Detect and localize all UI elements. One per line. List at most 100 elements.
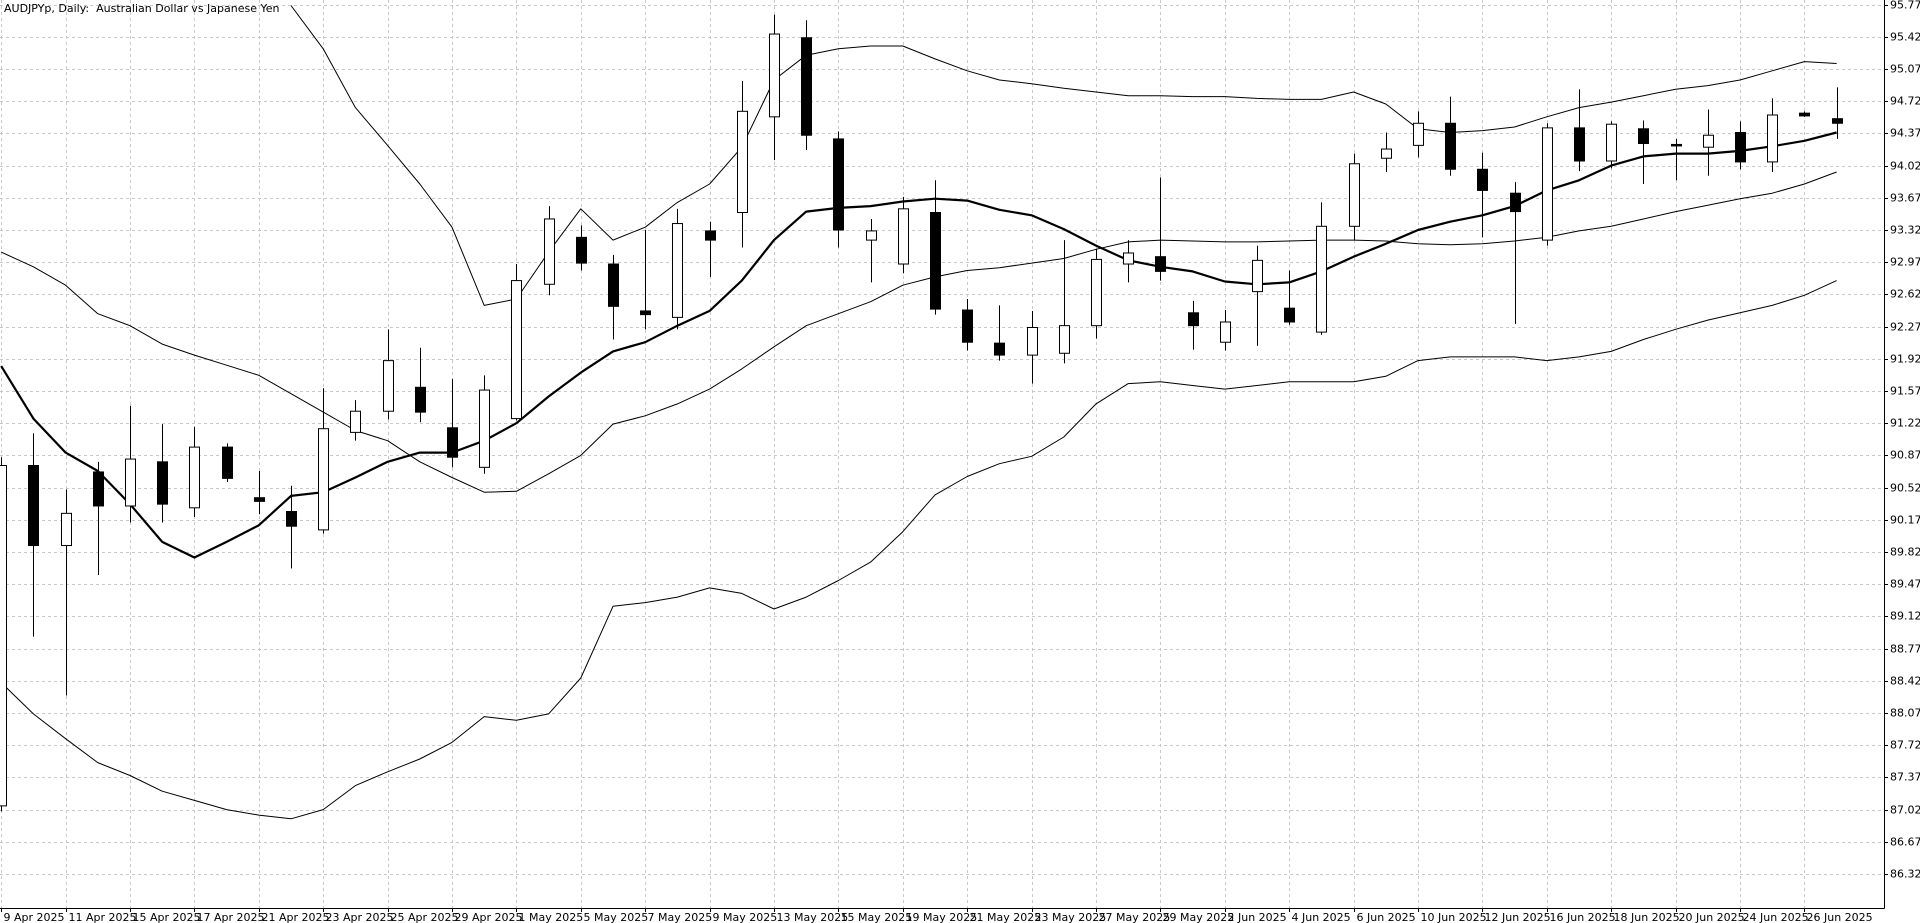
x-tick-label: 4 Jun 2025 — [1292, 911, 1351, 923]
candle-body — [737, 110, 748, 214]
y-tick-label: 86.670 — [1890, 836, 1920, 849]
candle-body — [672, 223, 683, 318]
grid — [0, 0, 1884, 908]
x-tick-label: 20 Jun 2025 — [1679, 911, 1745, 923]
x-tick-label: 2 Jun 2025 — [1228, 911, 1287, 923]
candle-body — [189, 446, 200, 509]
candle-body — [1477, 168, 1488, 191]
y-tick-label: 95.770 — [1890, 0, 1920, 12]
x-tick-label: 29 Apr 2025 — [455, 911, 523, 923]
y-tick-label: 93.320 — [1890, 224, 1920, 237]
candle-body — [415, 386, 426, 413]
x-tick-label: 21 Apr 2025 — [262, 911, 330, 923]
candle-body — [576, 236, 587, 264]
y-tick-label: 87.720 — [1890, 739, 1920, 752]
y-tick-label: 86.320 — [1890, 868, 1920, 881]
candle-body — [1284, 307, 1295, 323]
y-tick-label: 92.620 — [1890, 288, 1920, 301]
candle-body — [479, 389, 490, 468]
x-tick-label: 5 May 2025 — [584, 911, 649, 923]
candle-body — [866, 230, 877, 241]
y-tick-label: 91.570 — [1890, 385, 1920, 398]
y-tick-label: 91.920 — [1890, 353, 1920, 366]
candle-body — [801, 37, 812, 136]
y-tick-label: 93.670 — [1890, 192, 1920, 205]
x-tick-label: 13 May 2025 — [777, 911, 849, 923]
x-tick-label: 19 May 2025 — [906, 911, 978, 923]
x-tick-label: 23 May 2025 — [1035, 911, 1107, 923]
candle-body — [350, 410, 361, 433]
candle-body — [1671, 143, 1682, 147]
x-tick-label: 18 Jun 2025 — [1614, 911, 1680, 923]
y-tick-label: 89.820 — [1890, 546, 1920, 559]
candle-body — [1091, 258, 1102, 327]
y-tick-label: 91.220 — [1890, 417, 1920, 430]
y-tick-label: 92.270 — [1890, 321, 1920, 334]
y-tick-label: 95.420 — [1890, 31, 1920, 44]
candle-body — [1510, 192, 1521, 213]
indicator-line — [0, 280, 1837, 820]
candle-body — [1574, 127, 1585, 162]
indicator-line — [0, 131, 1837, 559]
chart-title: AUDJPYp, Daily: Australian Dollar vs Jap… — [4, 2, 280, 15]
x-tick-label: 23 Apr 2025 — [326, 911, 394, 923]
x-tick-label: 15 Apr 2025 — [133, 911, 201, 923]
candle-body — [544, 218, 555, 285]
y-tick-label: 94.720 — [1890, 95, 1920, 108]
candle-body — [1542, 127, 1553, 241]
candle-body — [1832, 118, 1843, 124]
x-tick-label: 21 May 2025 — [970, 911, 1042, 923]
candle-body — [157, 461, 168, 505]
candle-body — [383, 360, 394, 412]
candle-body — [1413, 122, 1424, 146]
y-tick-label: 95.070 — [1890, 63, 1920, 76]
candle-body — [930, 212, 941, 310]
candle-body — [1349, 163, 1360, 227]
y-tick-label: 90.870 — [1890, 449, 1920, 462]
y-tick-label: 92.970 — [1890, 256, 1920, 269]
x-tick-label: 6 Jun 2025 — [1357, 911, 1416, 923]
candle-body — [769, 33, 780, 118]
candle-body — [608, 263, 619, 307]
candle-body — [511, 280, 522, 420]
y-tick-label: 89.120 — [1890, 610, 1920, 623]
candle-body — [28, 464, 39, 547]
candle-body — [318, 428, 329, 531]
y-tick-label: 88.770 — [1890, 643, 1920, 656]
y-tick-label: 89.470 — [1890, 578, 1920, 591]
candle-body — [93, 471, 104, 507]
candle-body — [222, 446, 233, 479]
candle-body — [1767, 114, 1778, 163]
candle-body — [1606, 123, 1617, 162]
candle-body — [994, 342, 1005, 356]
x-tick-label: 10 Jun 2025 — [1421, 911, 1487, 923]
candle-body — [962, 309, 973, 343]
candle-body — [1252, 259, 1263, 293]
y-tick-label: 90.520 — [1890, 482, 1920, 495]
y-tick-label: 90.170 — [1890, 514, 1920, 527]
candle-body — [1445, 122, 1456, 170]
x-tick-label: 15 May 2025 — [841, 911, 913, 923]
candle-body — [1155, 256, 1166, 272]
x-tick-label: 26 Jun 2025 — [1807, 911, 1873, 923]
x-tick-label: 9 May 2025 — [713, 911, 778, 923]
candle-body — [254, 497, 265, 502]
y-tick-label: 94.370 — [1890, 127, 1920, 140]
x-tick-label: 24 Jun 2025 — [1743, 911, 1809, 923]
x-tick-label: 12 Jun 2025 — [1485, 911, 1551, 923]
plot-area — [0, 5, 1843, 820]
candle-body — [1381, 148, 1392, 159]
candle-body — [1316, 225, 1327, 333]
x-tick-label: 25 Apr 2025 — [391, 911, 459, 923]
x-tick-label: 9 Apr 2025 — [4, 911, 65, 923]
indicator-line — [0, 171, 1837, 493]
candle-body — [447, 427, 458, 458]
x-tick-label: 27 May 2025 — [1099, 911, 1171, 923]
candle-body — [1220, 321, 1231, 343]
x-tick-label: 7 May 2025 — [648, 911, 713, 923]
candle-body — [640, 310, 651, 316]
y-tick-label: 88.420 — [1890, 675, 1920, 688]
